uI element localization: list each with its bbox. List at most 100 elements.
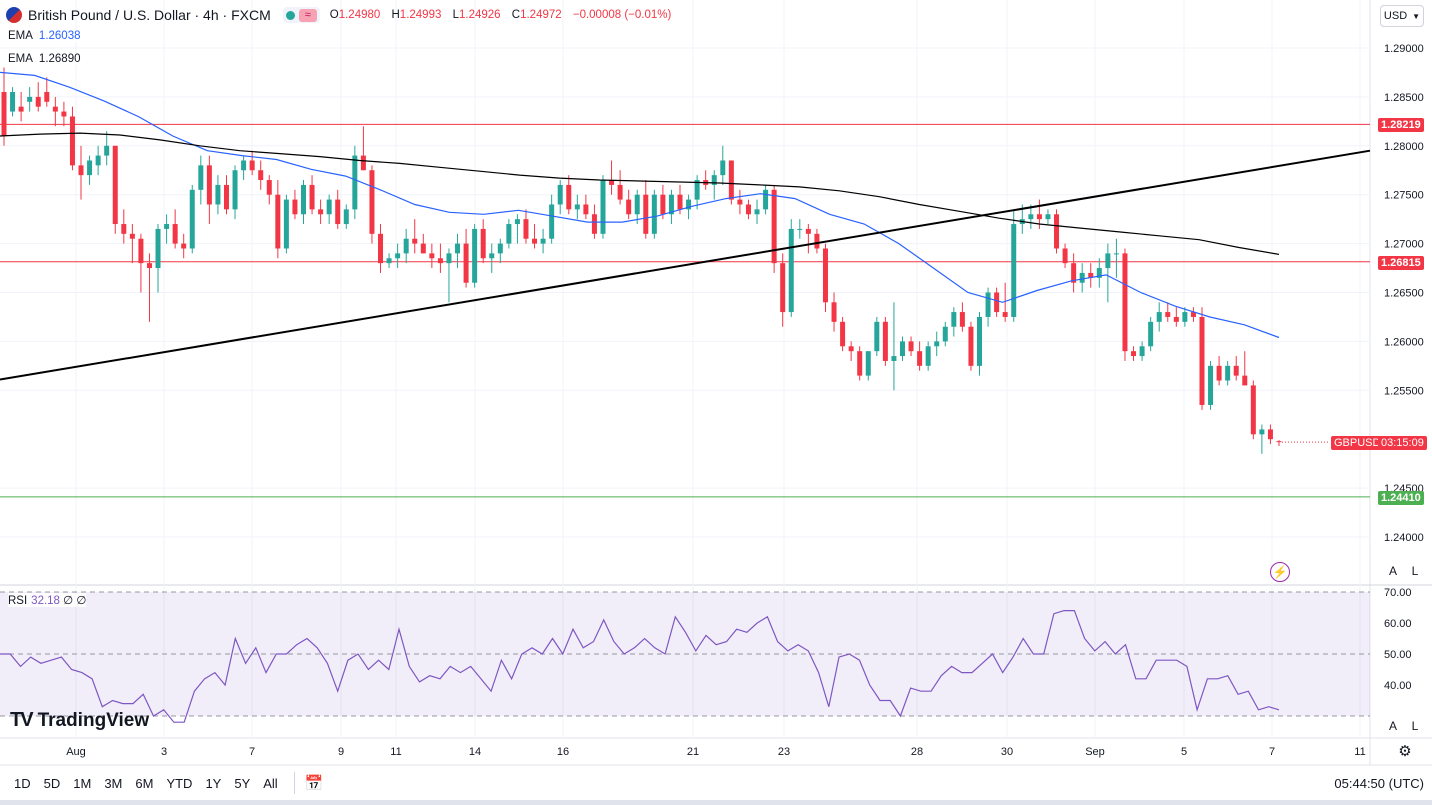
candle-body	[882, 321, 888, 361]
time-tick-label: 14	[469, 746, 481, 758]
candle-body	[737, 199, 743, 205]
candle-body	[27, 96, 33, 102]
candle-body	[609, 180, 615, 185]
candle-body	[437, 258, 443, 264]
rsi-auto-scale-button[interactable]: A	[1384, 717, 1402, 735]
settings-gear-icon[interactable]: ⚙	[1398, 743, 1412, 760]
candle-body	[35, 96, 41, 107]
candle-body	[514, 219, 520, 225]
timeframe-3m[interactable]: 3M	[104, 775, 123, 791]
timeframe-5y[interactable]: 5Y	[234, 775, 251, 791]
candle-body	[848, 346, 854, 352]
calendar-range-icon[interactable]: 📅	[304, 775, 324, 792]
market-status-pill[interactable]: ≈	[282, 7, 320, 23]
candle-body	[241, 160, 247, 171]
time-tick-label: 23	[778, 746, 790, 758]
rsi-legend[interactable]: RSI 32.18 ∅ ∅	[8, 593, 87, 607]
candle-body	[523, 219, 529, 239]
symbol-price-tag: GBPUSD	[1331, 436, 1384, 450]
auto-scale-button[interactable]: A	[1384, 562, 1402, 580]
candle-body	[480, 228, 486, 259]
price-tick-label: 1.26500	[1384, 288, 1424, 300]
lightning-icon[interactable]: ⚡	[1270, 562, 1290, 582]
candle-body	[1002, 312, 1008, 317]
candle-body	[977, 316, 983, 366]
candle-body	[1165, 312, 1171, 317]
candle-body	[1156, 312, 1162, 322]
price-tick-label: 1.28000	[1384, 141, 1424, 153]
candle-body	[788, 228, 794, 313]
ema-fast-value: 1.26038	[38, 30, 81, 42]
candle-body	[463, 243, 469, 283]
candle-body	[1267, 429, 1273, 440]
candle-body	[822, 248, 828, 303]
tradingview-mark-icon: TV	[10, 709, 34, 731]
candle-body	[994, 292, 1000, 313]
candle-body	[44, 92, 50, 102]
price-tick-label: 1.27000	[1384, 239, 1424, 251]
candle-body	[1233, 365, 1239, 376]
candle-body	[10, 92, 16, 112]
candle-body	[874, 321, 880, 352]
ema-slow-legend[interactable]: EMA 1.26890	[8, 53, 81, 65]
candle-body	[686, 199, 692, 210]
candle-body	[1071, 263, 1077, 283]
utc-clock[interactable]: 05:44:50 (UTC)	[1334, 775, 1424, 791]
market-open-icon	[285, 10, 295, 20]
trendline	[0, 149, 1371, 381]
candle-body	[831, 302, 837, 322]
candle-body	[780, 263, 786, 313]
timeframe-ytd[interactable]: YTD	[166, 775, 193, 791]
candle-body	[189, 189, 195, 249]
candle-body	[651, 194, 657, 234]
candle-body	[52, 106, 58, 112]
rsi-log-scale-button[interactable]: L	[1406, 717, 1424, 735]
symbol-title[interactable]: British Pound / U.S. Dollar · 4h · FXCM	[28, 7, 271, 23]
candle-body	[814, 233, 820, 249]
candle-body	[797, 228, 803, 230]
candle-body	[1131, 351, 1137, 357]
candle-body	[1182, 312, 1188, 322]
ema-fast-legend[interactable]: EMA 1.26038	[8, 30, 81, 42]
price-tick-label: 1.26000	[1384, 336, 1424, 348]
timeframe-all[interactable]: All	[263, 775, 278, 791]
time-tick-label: 7	[249, 746, 255, 758]
bar-countdown-tag: 03:15:09	[1378, 436, 1427, 450]
time-tick-label: 30	[1001, 746, 1013, 758]
timeframe-1m[interactable]: 1M	[73, 775, 92, 791]
candle-body	[1276, 441, 1282, 443]
timeframe-5d[interactable]: 5D	[43, 775, 61, 791]
candle-body	[395, 253, 401, 259]
rsi-value: 32.18	[31, 595, 60, 607]
currency-selector[interactable]: USD ▼	[1380, 5, 1424, 27]
candle-body	[360, 155, 366, 171]
tradingview-logo[interactable]: TV TradingView	[10, 709, 150, 731]
time-tick-label: 9	[338, 746, 344, 758]
candle-body	[181, 243, 187, 249]
candle-body	[600, 180, 606, 234]
candle-body	[805, 228, 811, 234]
candle-body	[1139, 346, 1145, 357]
rsi-tick-label: 40.00	[1384, 680, 1412, 692]
candle-body	[198, 165, 204, 190]
candle-body	[455, 243, 461, 254]
candle-body	[129, 233, 135, 239]
candle-body	[1113, 253, 1119, 255]
timeframe-6m[interactable]: 6M	[135, 775, 154, 791]
log-scale-button[interactable]: L	[1406, 562, 1424, 580]
timeframe-1y[interactable]: 1Y	[205, 775, 222, 791]
candle-body	[1199, 316, 1205, 405]
candle-body	[112, 145, 118, 225]
chevron-down-icon: ▼	[1412, 11, 1421, 21]
time-tick-label: 3	[161, 746, 167, 758]
timeframe-1d[interactable]: 1D	[14, 775, 31, 791]
time-tick-label: Aug	[66, 746, 86, 758]
candle-body	[626, 199, 632, 215]
price-tick-label: 1.28500	[1384, 92, 1424, 104]
change-value: −0.00008 (−0.01%)	[572, 9, 672, 21]
candle-body	[266, 180, 272, 195]
candle-body	[951, 312, 957, 327]
candle-body	[925, 346, 931, 366]
support-price-tag: 1.24410	[1378, 491, 1424, 505]
